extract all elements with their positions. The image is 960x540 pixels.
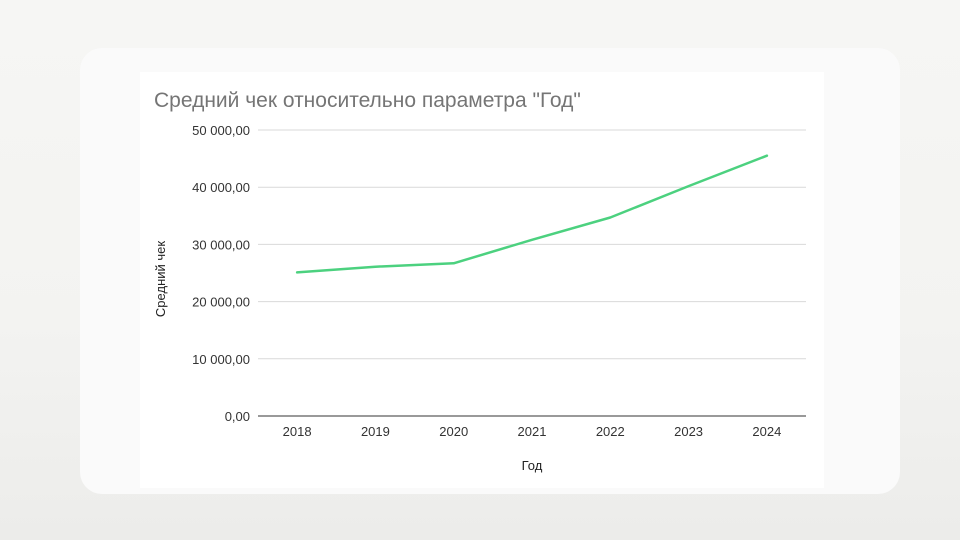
gridlines [258,129,806,360]
x-tick-label: 2024 [752,424,781,439]
y-axis-label: Средний чек [153,241,168,317]
x-tick-label: 2018 [283,424,312,439]
chart-card [140,72,824,488]
x-axis-ticks: 2018 2019 2020 2021 2022 2023 2024 [283,424,782,439]
y-axis-ticks: 0,00 10 000,00 20 000,00 30 000,00 40 000,00… [192,123,250,424]
y-tick-label: 0,00 [225,409,250,424]
x-tick-label: 2020 [439,424,468,439]
y-tick-label: 50 000,00 [192,123,250,138]
chart-title: Средний чек относительно параметра "Год" [154,89,581,112]
x-axis-label: Год [522,458,543,473]
y-tick-label: 30 000,00 [192,237,250,252]
x-tick-label: 2019 [361,424,390,439]
series-lines [295,154,769,274]
y-tick-label: 10 000,00 [192,352,250,367]
x-tick-label: 2022 [596,424,625,439]
x-tick-label: 2023 [674,424,703,439]
y-tick-label: 20 000,00 [192,295,250,310]
series-line [295,154,769,274]
y-tick-label: 40 000,00 [192,180,250,195]
x-tick-label: 2021 [518,424,547,439]
